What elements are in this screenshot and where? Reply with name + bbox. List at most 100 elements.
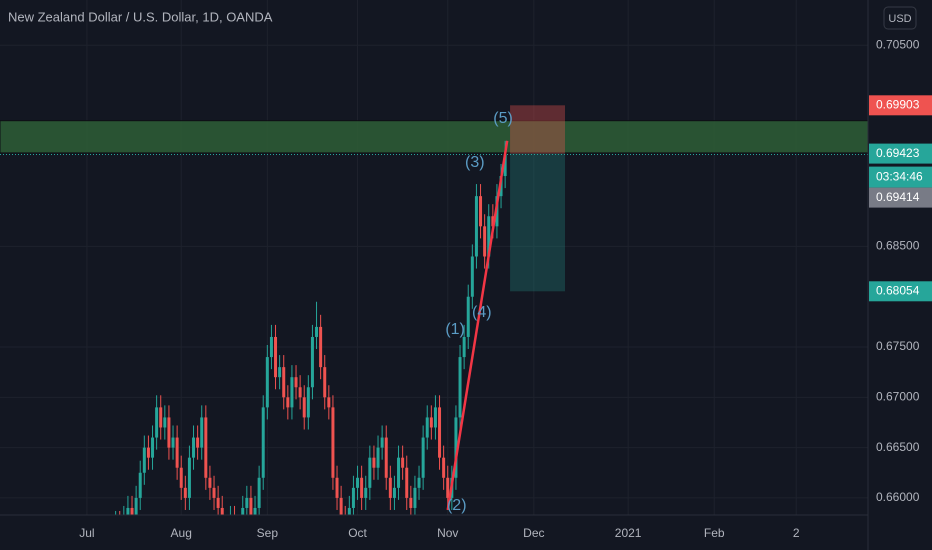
candle-body <box>208 477 212 488</box>
candle-body <box>269 336 273 358</box>
candle-body <box>319 326 323 368</box>
x-tick-label: Feb <box>704 526 725 540</box>
candle-body <box>151 437 155 458</box>
candle-body <box>392 487 396 498</box>
candle-body <box>171 437 175 448</box>
candle-body <box>388 477 392 498</box>
candle-body <box>249 497 253 515</box>
candle-body <box>274 336 278 378</box>
x-tick-label: Aug <box>171 526 192 540</box>
candle-body <box>290 377 294 408</box>
grid <box>0 0 868 515</box>
candle-body <box>372 457 376 468</box>
x-tick-label: Sep <box>257 526 279 540</box>
candle-body <box>278 367 282 378</box>
candle-body <box>241 507 245 515</box>
candle-body <box>159 407 163 428</box>
y-tick-label: 0.68500 <box>876 239 920 253</box>
stop-price-label-box <box>869 95 932 116</box>
chart-title: New Zealand Dollar / U.S. Dollar, 1D, OA… <box>8 9 273 24</box>
candle-body <box>216 497 220 508</box>
candle-body <box>126 507 130 515</box>
target-price-label-box <box>869 281 932 302</box>
wave-label: (4) <box>472 304 492 321</box>
x-tick-label: 2021 <box>615 526 642 540</box>
currency-button[interactable] <box>883 6 917 30</box>
candle-body <box>310 336 314 388</box>
candle-body <box>294 377 298 388</box>
candle-body <box>479 196 483 227</box>
candle-body <box>245 497 249 508</box>
candle-body <box>417 477 421 488</box>
x-tick-label: Oct <box>348 526 367 540</box>
candle-body <box>454 417 458 478</box>
candle-body <box>356 477 360 488</box>
entry-price-label-box <box>869 143 932 164</box>
candle-body <box>409 497 413 508</box>
target-price-label: 0.68054 <box>876 283 920 297</box>
candle-body <box>421 437 425 478</box>
candle-body <box>187 457 191 498</box>
trendline <box>446 140 509 511</box>
y-tick-label: 0.67000 <box>876 389 920 403</box>
last-price-label: 0.69414 <box>876 190 920 204</box>
countdown-box <box>869 166 932 188</box>
candle-body <box>347 507 351 515</box>
candle-body <box>163 417 167 428</box>
currency-label[interactable]: USD <box>888 13 911 25</box>
candle-body <box>302 397 306 418</box>
candle-body <box>286 397 290 408</box>
candle-body <box>257 477 261 508</box>
candle-body <box>212 487 216 498</box>
plot-area: (1) (2) (3) (4) (5) <box>0 105 868 515</box>
x-tick-label: Nov <box>437 526 458 540</box>
candle-body <box>384 437 388 478</box>
candle-body <box>462 336 466 358</box>
candle-body <box>438 407 442 458</box>
zone <box>0 120 868 154</box>
candle-body <box>130 507 134 515</box>
candle-body <box>146 447 150 458</box>
candle-body <box>179 467 183 488</box>
candle-body <box>339 497 343 515</box>
candle-body <box>253 507 257 515</box>
candle-body <box>458 357 462 418</box>
x-tick-label: Dec <box>523 526 544 540</box>
candle-body <box>380 437 384 448</box>
candle-body <box>491 216 495 227</box>
candle-body <box>298 387 302 398</box>
wave-label: (2) <box>447 497 467 514</box>
candle-body <box>351 487 355 508</box>
entry-price-label: 0.69423 <box>876 146 920 160</box>
countdown: 03:34:46 <box>876 169 923 183</box>
candle-body <box>335 477 339 498</box>
candle-body <box>167 417 171 448</box>
stop-area <box>510 105 565 154</box>
candle-body <box>155 407 159 438</box>
candle-body <box>503 154 507 177</box>
wave-label: (1) <box>445 321 465 338</box>
candle-body <box>433 407 437 428</box>
wave-label: (5) <box>493 110 513 127</box>
candle-body <box>196 437 200 448</box>
candle-body <box>413 487 417 508</box>
candle-body <box>261 407 265 478</box>
y-tick-label: 0.66000 <box>876 490 920 504</box>
candle-body <box>134 497 138 515</box>
candle-body <box>138 472 142 498</box>
candle-body <box>265 357 269 408</box>
candle-body <box>487 216 491 257</box>
candle-body <box>220 507 224 515</box>
y-tick-label: 0.67500 <box>876 339 920 353</box>
candle-body <box>142 447 146 473</box>
candle-body <box>405 467 409 498</box>
candle-body <box>306 387 310 418</box>
candle-body <box>200 417 204 448</box>
candle-body <box>446 477 450 498</box>
candle-body <box>466 296 470 337</box>
candle-body <box>397 457 401 488</box>
target-area <box>510 153 565 292</box>
y-tick-label: 0.66500 <box>876 440 920 454</box>
